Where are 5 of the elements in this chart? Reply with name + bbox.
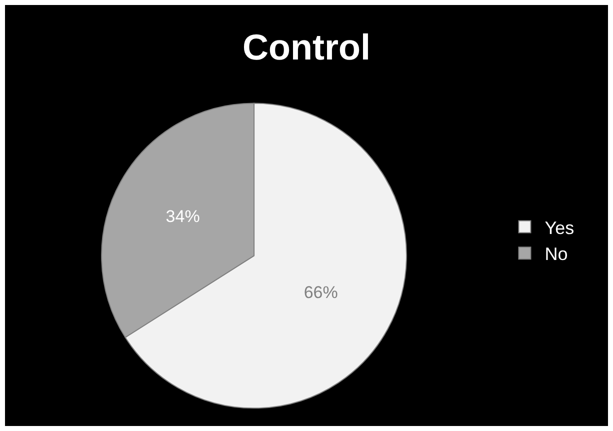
legend-label: Yes — [544, 218, 574, 238]
legend-label: No — [544, 244, 568, 264]
chart-title: Control — [242, 26, 370, 68]
data-label: 66% — [304, 282, 338, 302]
data-label: 34% — [166, 207, 200, 226]
